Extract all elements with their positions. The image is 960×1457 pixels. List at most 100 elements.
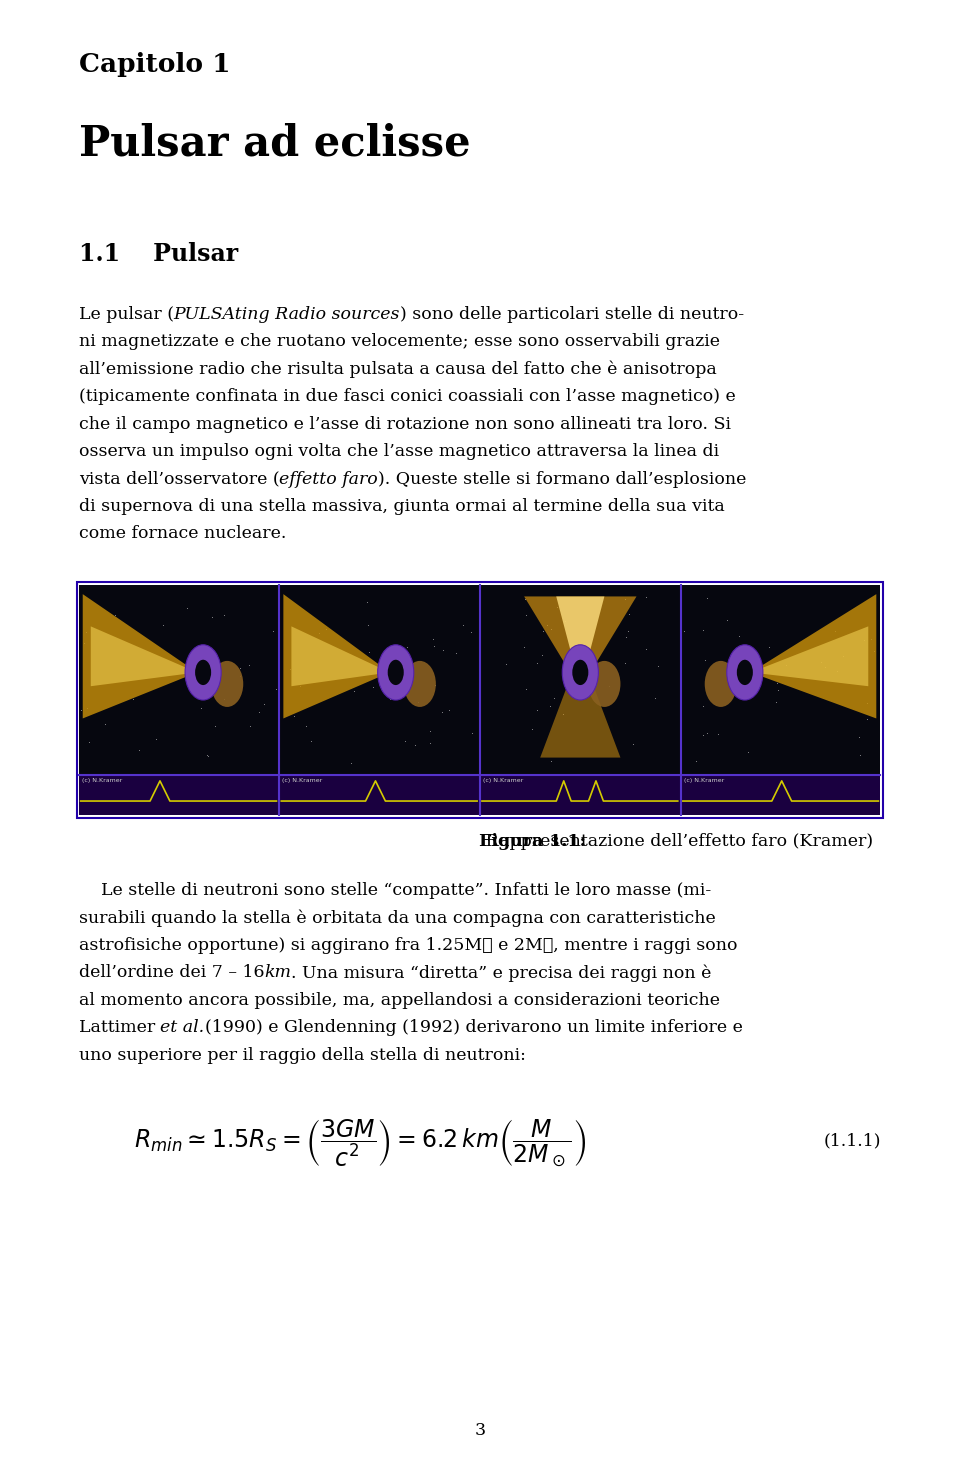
Text: Figura 1.1:: Figura 1.1:	[479, 832, 586, 849]
Point	[216, 603, 231, 627]
Point	[814, 650, 829, 673]
Ellipse shape	[185, 645, 221, 699]
Point	[543, 749, 559, 772]
Ellipse shape	[705, 661, 737, 707]
Point	[156, 613, 171, 637]
Ellipse shape	[727, 645, 763, 699]
Bar	[79, 584, 278, 814]
Text: $R_{min} \simeq 1.5R_S = \left(\dfrac{3GM}{c^2}\right) = 6.2\,km\left(\dfrac{M}{: $R_{min} \simeq 1.5R_S = \left(\dfrac{3G…	[133, 1118, 586, 1170]
Point	[856, 628, 872, 651]
Text: come fornace nucleare.: come fornace nucleare.	[79, 526, 286, 542]
Text: et al.: et al.	[160, 1018, 204, 1036]
Bar	[681, 775, 880, 814]
Text: (c) N.Kramer: (c) N.Kramer	[82, 778, 122, 782]
Point	[543, 618, 559, 641]
Point	[132, 739, 147, 762]
Point	[770, 678, 785, 701]
Polygon shape	[91, 627, 197, 686]
Point	[442, 698, 457, 721]
Point	[518, 603, 534, 627]
Point	[556, 702, 571, 726]
Point	[216, 688, 231, 711]
Point	[549, 596, 564, 619]
Point	[265, 619, 280, 643]
Bar	[79, 775, 278, 814]
Point	[465, 721, 480, 745]
Text: (tipicamente confinata in due fasci conici coassiali con l’asse magnetico) e: (tipicamente confinata in due fasci coni…	[79, 389, 735, 405]
Point	[382, 688, 397, 711]
Polygon shape	[524, 596, 636, 673]
Point	[448, 641, 464, 664]
Point	[256, 692, 272, 715]
Point	[299, 715, 314, 739]
Point	[852, 743, 867, 766]
Point	[426, 634, 442, 657]
Ellipse shape	[388, 660, 404, 685]
Point	[740, 740, 756, 763]
Point	[618, 651, 634, 675]
Point	[435, 701, 450, 724]
Point	[312, 622, 327, 645]
Point	[97, 712, 112, 736]
Point	[625, 733, 640, 756]
Text: 3: 3	[474, 1422, 486, 1440]
Point	[343, 752, 358, 775]
Point	[74, 699, 89, 723]
Text: che il campo magnetico e l’asse di rotazione non sono allineati tra loro. Si: che il campo magnetico e l’asse di rotaz…	[79, 415, 731, 433]
Point	[399, 635, 415, 659]
Point	[427, 673, 443, 696]
Point	[347, 679, 362, 702]
Point	[252, 701, 267, 724]
Point	[179, 648, 194, 672]
Point	[732, 683, 748, 707]
Point	[761, 635, 777, 659]
Polygon shape	[283, 594, 390, 718]
Text: surabili quando la stella è orbitata da una compagna con caratteristiche: surabili quando la stella è orbitata da …	[79, 909, 715, 927]
Point	[651, 654, 666, 678]
Point	[422, 720, 438, 743]
Point	[768, 691, 783, 714]
Point	[282, 657, 298, 680]
Text: Le pulsar (: Le pulsar (	[79, 306, 174, 323]
Point	[200, 743, 215, 766]
Point	[360, 613, 375, 637]
Point	[464, 621, 479, 644]
Ellipse shape	[195, 660, 211, 685]
Point	[360, 590, 375, 613]
Point	[318, 618, 333, 641]
Point	[303, 730, 319, 753]
Bar	[480, 775, 680, 814]
Point	[194, 696, 209, 720]
Text: . Una misura “diretta” e precisa dei raggi non è: . Una misura “diretta” e precisa dei rag…	[291, 965, 711, 982]
Point	[829, 660, 845, 683]
Text: (1.1.1): (1.1.1)	[824, 1132, 881, 1150]
Point	[292, 675, 307, 698]
Point	[719, 609, 734, 632]
Point	[207, 714, 223, 737]
Point	[530, 699, 545, 723]
Point	[617, 587, 633, 610]
Text: Lattimer: Lattimer	[79, 1018, 160, 1036]
Point	[198, 637, 213, 660]
Point	[530, 651, 545, 675]
Ellipse shape	[404, 661, 436, 707]
Point	[637, 637, 653, 660]
Polygon shape	[751, 627, 868, 686]
Point	[638, 586, 654, 609]
Point	[621, 602, 636, 625]
Point	[700, 721, 715, 745]
Text: (c) N.Kramer: (c) N.Kramer	[483, 778, 523, 782]
Bar	[279, 775, 479, 814]
Point	[582, 663, 597, 686]
Point	[425, 628, 441, 651]
Text: (1990) e Glendenning (1992) derivarono un limite inferiore e: (1990) e Glendenning (1992) derivarono u…	[204, 1018, 742, 1036]
Text: ). Queste stelle si formano dall’esplosione: ). Queste stelle si formano dall’esplosi…	[378, 471, 747, 488]
Point	[268, 678, 283, 701]
Bar	[77, 581, 883, 817]
Ellipse shape	[572, 660, 588, 685]
Text: PULSAting Radio sources: PULSAting Radio sources	[174, 306, 400, 323]
Text: km: km	[264, 965, 291, 981]
Point	[242, 715, 257, 739]
Polygon shape	[540, 673, 620, 758]
Point	[732, 625, 747, 648]
